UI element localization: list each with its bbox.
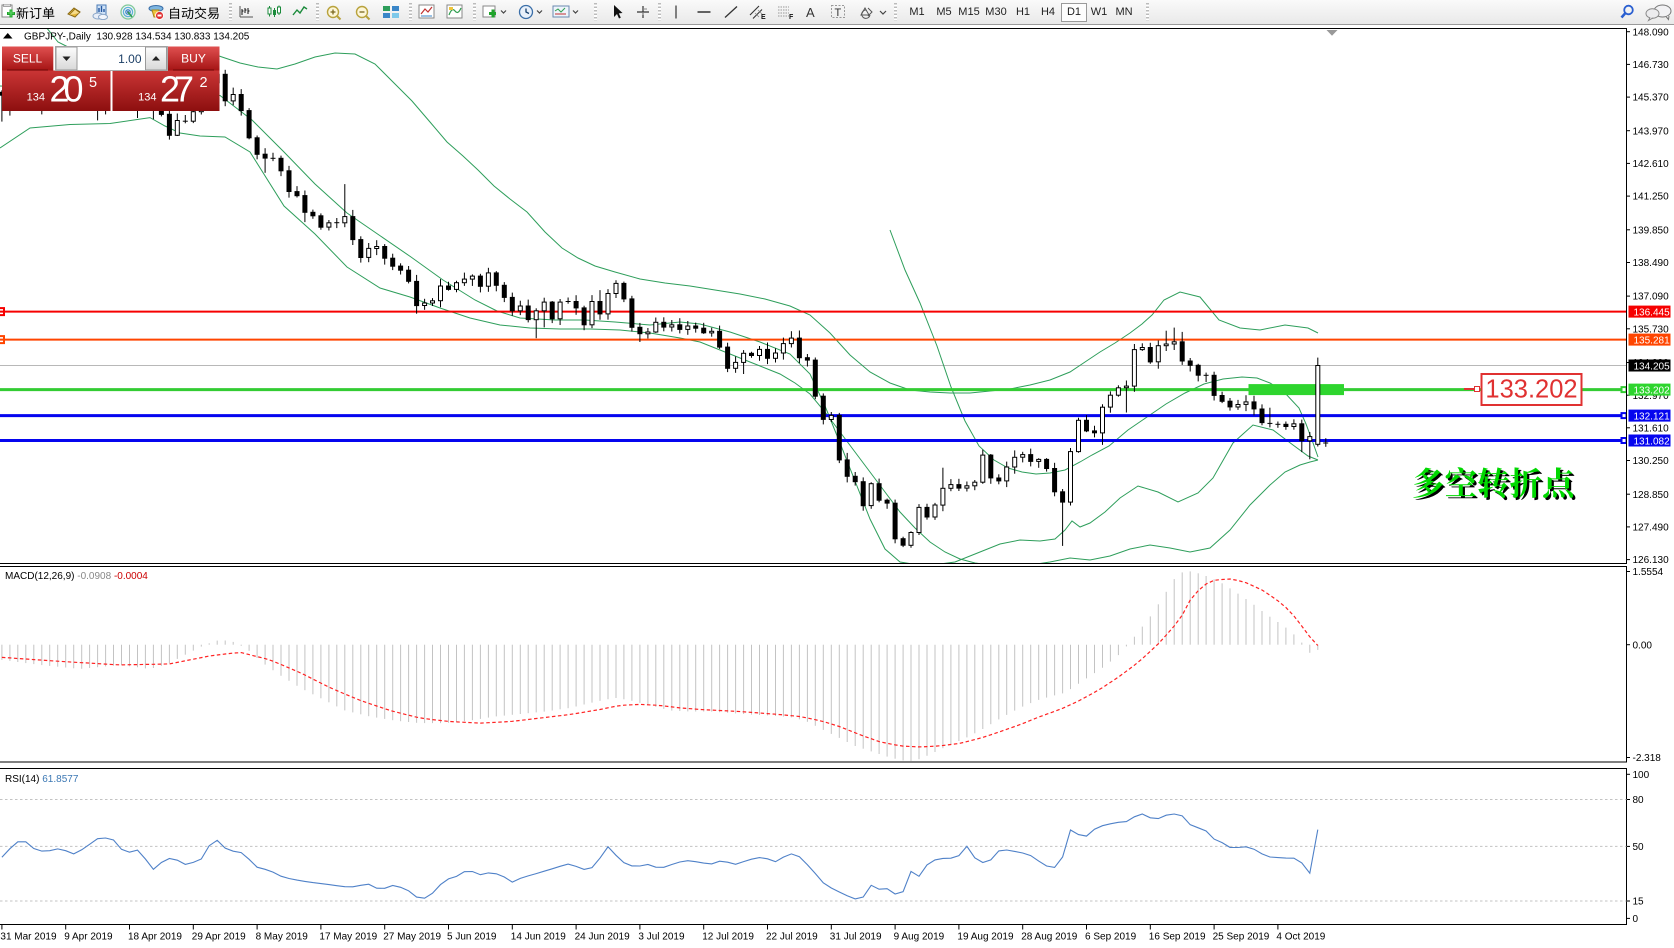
svg-text:128.850: 128.850 [1633, 490, 1670, 501]
svg-text:E: E [761, 14, 766, 20]
svg-text:16 Sep 2019: 16 Sep 2019 [1149, 932, 1206, 943]
svg-text:139.850: 139.850 [1633, 225, 1670, 236]
svg-text:RSI(14) 61.8577: RSI(14) 61.8577 [5, 774, 79, 785]
svg-text:1.00: 1.00 [118, 52, 142, 66]
svg-text:5 Jun 2019: 5 Jun 2019 [447, 932, 497, 943]
svg-text:18 Apr 2019: 18 Apr 2019 [128, 932, 182, 943]
svg-text:4 Oct 2019: 4 Oct 2019 [1276, 932, 1325, 943]
svg-text:80: 80 [1633, 795, 1645, 806]
svg-text:8 May 2019: 8 May 2019 [256, 932, 309, 943]
svg-text:132.121: 132.121 [1634, 411, 1671, 422]
svg-text:1.5554: 1.5554 [1633, 567, 1664, 578]
svg-text:146.730: 146.730 [1633, 60, 1670, 71]
svg-text:0.00: 0.00 [1633, 640, 1653, 651]
svg-text:20: 20 [50, 69, 84, 110]
svg-text:MACD(12,26,9) -0.0908 -0.0004: MACD(12,26,9) -0.0908 -0.0004 [5, 571, 148, 582]
svg-text:A: A [806, 5, 815, 20]
svg-text:27 May 2019: 27 May 2019 [383, 932, 441, 943]
svg-text:31 Jul 2019: 31 Jul 2019 [830, 932, 882, 943]
svg-text:12 Jul 2019: 12 Jul 2019 [702, 932, 754, 943]
svg-text:126.130: 126.130 [1633, 555, 1670, 566]
svg-text:135.730: 135.730 [1633, 324, 1670, 335]
svg-text:3 Jul 2019: 3 Jul 2019 [638, 932, 685, 943]
svg-text:6 Sep 2019: 6 Sep 2019 [1085, 932, 1137, 943]
svg-text:SELL: SELL [13, 52, 43, 66]
svg-text:22 Jul 2019: 22 Jul 2019 [766, 932, 818, 943]
svg-text:148.090: 148.090 [1633, 27, 1670, 38]
svg-text:134: 134 [138, 92, 156, 104]
svg-text:-2.318: -2.318 [1633, 753, 1662, 764]
svg-text:2: 2 [200, 75, 208, 91]
svg-text:134.205: 134.205 [1634, 361, 1671, 372]
svg-text:5: 5 [89, 75, 97, 91]
svg-text:142.610: 142.610 [1633, 159, 1670, 170]
svg-text:17 May 2019: 17 May 2019 [319, 932, 377, 943]
svg-text:141.250: 141.250 [1633, 192, 1670, 203]
svg-text:9 Apr 2019: 9 Apr 2019 [64, 932, 113, 943]
svg-text:19 Aug 2019: 19 Aug 2019 [957, 932, 1014, 943]
svg-text:131.082: 131.082 [1634, 436, 1671, 447]
svg-text:GBPJPY-,Daily 130.928 134.534: GBPJPY-,Daily 130.928 134.534 130.833 13… [24, 32, 250, 43]
svg-text:131.610: 131.610 [1633, 423, 1670, 434]
svg-text:130.250: 130.250 [1633, 456, 1670, 467]
svg-text:28 Aug 2019: 28 Aug 2019 [1021, 932, 1078, 943]
svg-text:145.370: 145.370 [1633, 93, 1670, 104]
svg-text:14 Jun 2019: 14 Jun 2019 [511, 932, 566, 943]
svg-text:27: 27 [160, 69, 194, 110]
svg-text:134: 134 [27, 92, 45, 104]
svg-text:0: 0 [1633, 914, 1639, 925]
svg-text:138.490: 138.490 [1633, 258, 1670, 269]
svg-text:127.490: 127.490 [1633, 523, 1670, 534]
svg-text:100: 100 [1633, 770, 1650, 781]
svg-text:15: 15 [1633, 897, 1645, 908]
svg-text:133.202: 133.202 [1485, 376, 1577, 404]
svg-text:135.281: 135.281 [1634, 335, 1671, 346]
svg-text:9 Aug 2019: 9 Aug 2019 [894, 932, 945, 943]
svg-text:143.970: 143.970 [1633, 126, 1670, 137]
svg-text:137.090: 137.090 [1633, 292, 1670, 303]
svg-text:132.970: 132.970 [1633, 391, 1670, 402]
svg-text:136.445: 136.445 [1634, 307, 1671, 318]
svg-text:29 Apr 2019: 29 Apr 2019 [192, 932, 246, 943]
svg-text:BUY: BUY [181, 52, 206, 66]
svg-text:31 Mar 2019: 31 Mar 2019 [0, 932, 57, 943]
svg-text:25 Sep 2019: 25 Sep 2019 [1213, 932, 1270, 943]
svg-text:T: T [835, 7, 842, 19]
svg-text:133.202: 133.202 [1634, 385, 1671, 396]
svg-text:24 Jun 2019: 24 Jun 2019 [575, 932, 630, 943]
svg-text:50: 50 [1633, 842, 1645, 853]
svg-text:F: F [789, 14, 794, 20]
